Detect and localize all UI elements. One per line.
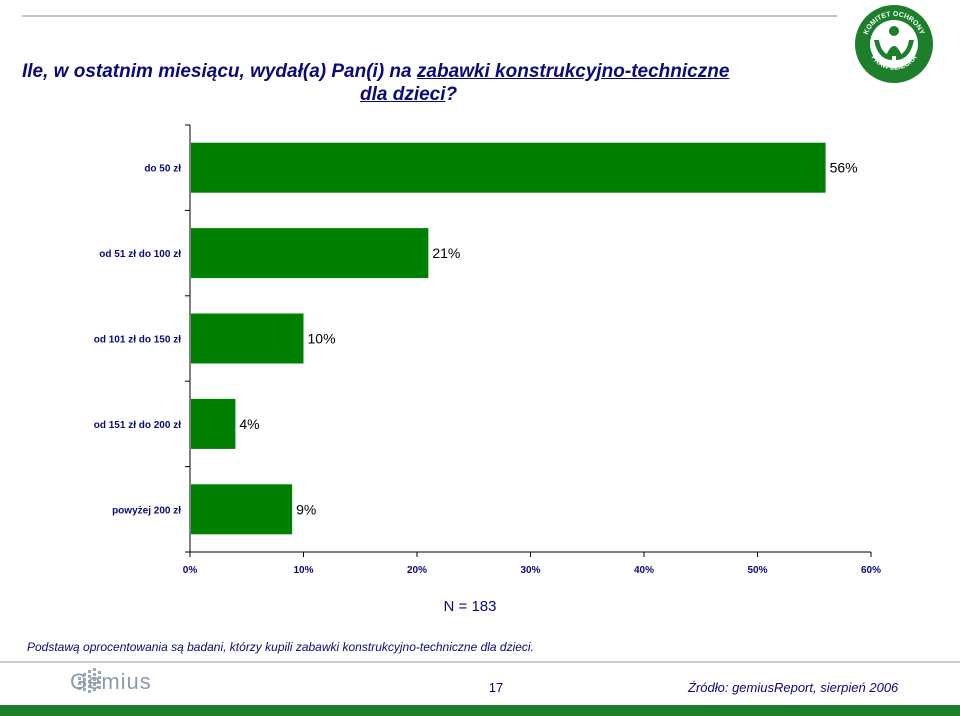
x-tick-label: 40% [634,565,654,576]
bottom-divider [0,661,960,663]
kopd-logo: KOMITET OCHRONY PRAW DZIECKA [855,5,933,83]
bar [191,228,429,279]
bar [191,142,826,193]
x-tick-label: 50% [747,565,767,576]
title-line-2: dla dzieci? [22,83,852,106]
x-tick-label: 0% [183,565,198,576]
logo-right-hand-icon [896,40,914,60]
category-label: od 151 zł do 200 zł [94,420,181,431]
gemius-brand: Gemius [70,669,152,694]
title-prefix: Ile, w ostatnim miesiącu, wydał(a) Pan(i… [22,61,417,82]
category-label: od 101 zł do 150 zł [94,335,181,346]
top-divider [22,15,837,17]
value-label: 10% [308,331,336,347]
x-tick-label: 60% [861,565,881,576]
title-suffix: ? [445,84,458,105]
bar [191,484,293,535]
value-label: 9% [296,501,316,517]
logo-child-head-icon [889,26,899,36]
value-label: 21% [432,245,460,261]
value-label: 4% [239,416,259,432]
logo-child-body-icon [886,46,902,56]
footnote: Podstawą oprocentowania są badani, którz… [27,640,534,654]
page-number: 17 [488,680,504,695]
title-emphasis-1: zabawki konstrukcyjno-techniczne [416,61,730,82]
category-label: od 51 zł do 100 zł [99,249,181,260]
x-tick-label: 20% [407,565,427,576]
category-label: do 50 zł [144,164,181,175]
category-label: powyżej 200 zł [112,505,181,516]
gemius-logo-icon [78,668,101,693]
title-emphasis-2: dla dzieci [360,84,446,105]
sample-size: N = 183 [443,598,497,615]
x-tick-label: 10% [293,565,313,576]
source-note: Źródło: gemiusReport, sierpień 2006 [688,680,899,695]
bar [191,398,236,449]
x-tick-label: 30% [520,565,540,576]
slide-title: Ile, w ostatnim miesiącu, wydał(a) Pan(i… [22,60,852,106]
footer-accent-bar [0,705,960,716]
bar-chart: 0% 10% 20% 30% 40% 50% 60% do 50 zł 56% od 51 zł … [94,124,881,576]
bar [191,313,304,364]
logo-left-hand-icon [874,40,892,60]
value-label: 56% [830,160,858,176]
title-line-1: Ile, w ostatnim miesiącu, wydał(a) Pan(i… [22,60,852,83]
